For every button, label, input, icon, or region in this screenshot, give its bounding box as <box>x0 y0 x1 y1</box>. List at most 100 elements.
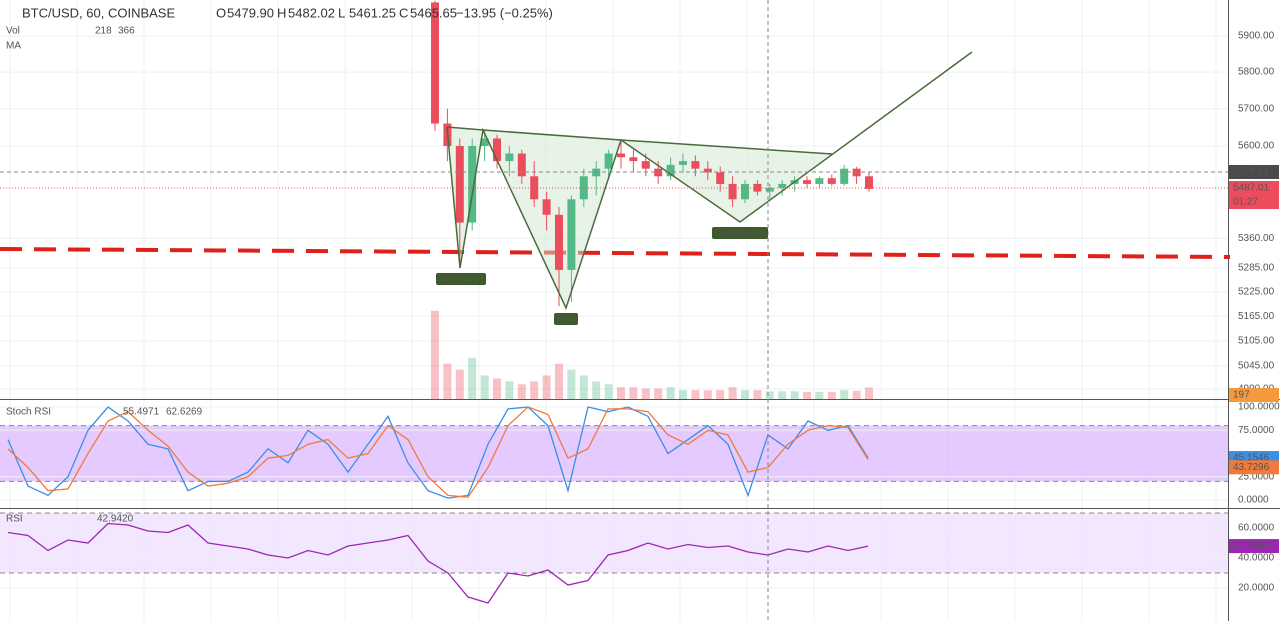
y-tick-label: 25.0000 <box>1238 471 1275 482</box>
pattern-lines <box>446 51 973 311</box>
candle-body <box>865 176 873 189</box>
volume-bar <box>629 387 638 399</box>
candle-body <box>741 183 749 200</box>
volume-bar <box>530 381 539 399</box>
candle-body <box>542 199 551 215</box>
candle-body <box>505 153 514 162</box>
volume-bar <box>517 384 526 399</box>
candle-body <box>567 199 576 270</box>
annotation-box <box>436 273 486 285</box>
ohlc-value: 5465.65 <box>410 5 457 20</box>
axis-label-box <box>1229 181 1279 195</box>
y-tick-label: 100.0000 <box>1238 402 1280 413</box>
candle-body <box>778 183 787 188</box>
legend-value: 42.9420 <box>97 514 134 525</box>
axis-label-box <box>1229 165 1279 179</box>
annotation: Head <box>558 314 575 323</box>
candle-body <box>827 178 836 184</box>
y-tick-label: 0.0000 <box>1238 495 1269 506</box>
ma-label: MA <box>6 41 21 52</box>
series-line <box>7 406 869 498</box>
axis-label: 47.9490 <box>1233 541 1270 552</box>
volume-bar <box>703 390 712 399</box>
y-tick-label: 60.0000 <box>1238 523 1275 534</box>
candle-body <box>716 172 725 184</box>
candle-body <box>455 145 464 223</box>
volume-bar <box>654 388 663 399</box>
legend-value: 62.6269 <box>166 407 203 418</box>
axis-label: 5528.61 <box>1233 167 1270 178</box>
volume-bar <box>542 375 551 399</box>
volume-bar <box>592 381 601 399</box>
pane-title: Stoch RSI <box>6 407 51 418</box>
volume-bar <box>443 363 452 399</box>
candle-body <box>493 138 501 162</box>
candle-body <box>728 183 737 200</box>
pattern-fill <box>621 140 832 222</box>
ohlc-label: L <box>338 5 345 20</box>
volume-bar <box>468 357 477 399</box>
pattern-line <box>446 51 973 311</box>
axis-label: 01:27 <box>1233 197 1258 208</box>
volume-bar <box>431 310 439 399</box>
ohlc-label: H <box>277 5 286 20</box>
annotation: Right Shoulder <box>716 228 765 237</box>
candle-body <box>641 161 650 169</box>
axis-label: 197 <box>1233 390 1250 401</box>
volume-bar <box>679 390 687 399</box>
y-tick-label: 5165.00 <box>1238 311 1275 322</box>
y-tick-label: 5800.00 <box>1238 67 1275 78</box>
pattern-fill <box>483 130 621 308</box>
y-tick-label: 5900.00 <box>1238 31 1275 42</box>
marks <box>7 0 873 604</box>
volume-bar <box>604 384 613 399</box>
axis-label-box <box>1229 460 1279 475</box>
volume-bar <box>852 390 861 399</box>
ohlc-value: 5461.25 <box>349 5 396 20</box>
annotation-box <box>712 227 768 239</box>
candle-body <box>765 187 774 192</box>
y-tick-label: 5700.00 <box>1238 103 1275 114</box>
volume-bar <box>765 391 774 399</box>
ohlc-label: C <box>399 5 408 20</box>
band <box>0 425 1228 482</box>
axis-label-box <box>1229 195 1279 209</box>
y-tick-label: 75.0000 <box>1238 425 1275 436</box>
candle-body <box>815 178 824 184</box>
vol-ma: 366 <box>118 26 135 37</box>
candle-body <box>691 161 700 169</box>
candle-body <box>703 168 712 173</box>
candle-body <box>753 183 762 192</box>
volume-bar <box>493 378 501 399</box>
support-line <box>0 247 1231 259</box>
volume-bar <box>827 391 836 399</box>
axis-label-box <box>1229 388 1279 402</box>
candle-body <box>431 2 439 124</box>
ohlc-label: O <box>216 5 226 20</box>
y-tick-label: 40.0000 <box>1238 553 1275 564</box>
band <box>0 513 1228 573</box>
candle-body <box>666 164 675 177</box>
legend-value: 55.4971 <box>123 407 160 418</box>
y-tick-label: 5045.00 <box>1238 360 1275 371</box>
annotation-box <box>554 313 578 325</box>
neckline <box>446 126 833 155</box>
candle-body <box>579 176 588 200</box>
volume-bar <box>666 387 675 399</box>
volume-bar <box>505 381 514 399</box>
series-line <box>7 406 869 499</box>
vol-label: Vol <box>6 26 20 37</box>
y-tick-label: 5105.00 <box>1238 336 1275 347</box>
candle-body <box>604 153 613 169</box>
volume-bar <box>865 387 873 399</box>
volume-bar <box>815 391 824 399</box>
pane-title: RSI <box>6 514 23 525</box>
ohlc-value: 5482.02 <box>288 5 335 20</box>
y-tick-label: 5600.00 <box>1238 141 1275 152</box>
volume-bar <box>803 391 811 399</box>
candle-body <box>468 145 477 223</box>
volume-bar <box>741 390 749 399</box>
axis-label: 43.7296 <box>1233 462 1270 473</box>
